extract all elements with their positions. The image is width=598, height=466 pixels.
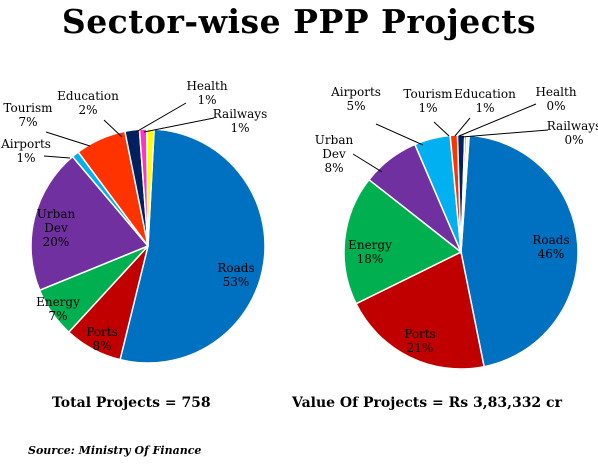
slice-label-tourism: Tourism 7% <box>3 101 53 129</box>
pie-chart-right: Roads 46% Ports 21% Energy 18% Urban Dev 8% Airpo… <box>315 85 598 370</box>
slice-label-airports: Airports 1% <box>0 137 51 165</box>
pie-slice-railways <box>146 128 155 247</box>
slice-label-education: Education 2% <box>57 89 119 117</box>
slice-label-tourism: Tourism 1% <box>403 87 453 115</box>
page-title: Sector-wise PPP Projects <box>61 2 537 41</box>
pie-slice-energy <box>343 178 463 305</box>
leader-line-tourism <box>433 121 450 137</box>
pie-slice-ports <box>355 250 485 370</box>
pie-slice-railways <box>460 134 470 253</box>
slice-label-railways: Railways 1% <box>213 107 268 135</box>
slice-label-health: Health 0% <box>535 85 576 113</box>
leader-line-tourism <box>45 131 91 147</box>
slice-label-energy: Energy 7% <box>36 295 80 323</box>
slice-label-urban-dev: Urban Dev 20% <box>37 207 76 249</box>
slice-label-roads: Roads 46% <box>532 233 569 261</box>
leader-line-health <box>135 102 187 133</box>
slice-label-railways: Railways 0% <box>547 119 598 147</box>
leader-line-airports <box>43 155 71 159</box>
source-note: Source: Ministry Of Finance <box>28 444 202 457</box>
slice-label-ports: Ports 21% <box>404 327 436 355</box>
pie-chart-left: Roads 53% Ports 8%Energy 7% Urban Dev 20% Airpor… <box>0 79 268 364</box>
chart-caption-right: Value Of Projects = Rs 3,83,332 cr <box>292 395 562 411</box>
leader-line-health <box>458 103 537 137</box>
leader-line-airports <box>375 123 424 146</box>
slice-label-education: Education 1% <box>454 87 516 115</box>
slice-label-energy: Energy 18% <box>348 238 392 266</box>
slice-label-urban-dev: Urban Dev 8% <box>315 133 354 175</box>
slice-label-roads: Roads 53% <box>217 261 254 289</box>
leader-line-railways <box>461 129 549 138</box>
leader-line-railways <box>143 117 215 133</box>
chart-caption-left: Total Projects = 758 <box>52 395 211 411</box>
slice-label-ports: Ports 8% <box>86 325 118 353</box>
pie-slice-roads <box>119 128 266 364</box>
slice-label-airports: Airports 5% <box>330 85 381 113</box>
slice-label-health: Health 1% <box>186 79 227 107</box>
leader-line-urban-dev <box>352 153 383 173</box>
pie-slice-urban-dev <box>30 155 150 292</box>
pie-slice-roads <box>460 134 579 368</box>
leader-line-education <box>103 119 123 138</box>
leader-line-education <box>454 117 471 137</box>
